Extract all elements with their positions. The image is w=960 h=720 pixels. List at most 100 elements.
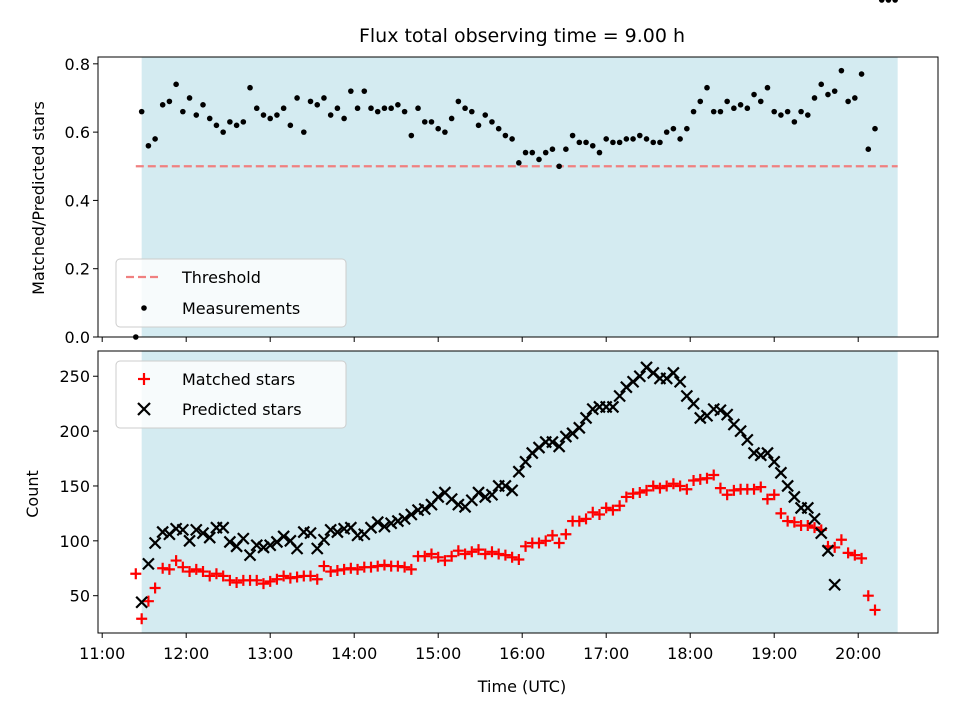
matched-star-point (142, 595, 154, 607)
y-tick-label: 200 (59, 422, 90, 441)
measurement-point (388, 105, 394, 112)
matched-star-point (681, 483, 693, 495)
predicted-star-point (801, 501, 815, 515)
legend-measurements-label: Measurements (182, 299, 300, 318)
matched-star-point (775, 507, 787, 519)
matched-star-point (513, 553, 525, 565)
measurement-point (892, 0, 898, 3)
matched-star-point (352, 563, 364, 575)
predicted-star-point (579, 411, 593, 425)
matched-star-point (439, 555, 451, 567)
measurement-point (138, 108, 145, 115)
predicted-star-point (754, 448, 768, 462)
matched-star-point (425, 548, 437, 560)
predicted-star-point (243, 548, 257, 562)
predicted-star-point (687, 397, 700, 410)
matched-star-point (432, 551, 444, 563)
predicted-star-point (331, 525, 344, 539)
measurement-point (516, 160, 522, 166)
predicted-star-point (633, 369, 647, 383)
matched-star-point (271, 573, 283, 585)
predicted-star-point (828, 578, 841, 591)
predicted-star-point (767, 455, 781, 469)
matched-star-point (479, 548, 491, 560)
matched-star-point (553, 537, 565, 549)
x-tick-label: 12:00 (163, 644, 209, 663)
measurement-point (784, 108, 791, 115)
y-tick-label: 250 (59, 367, 90, 386)
count-x-ticks: 11:00 12:00 13:00 14:00 15:00 16:00 17:00 18:00… (79, 633, 881, 663)
measurement-point (650, 139, 657, 146)
measurement-point (610, 139, 616, 146)
measurement-point (348, 88, 354, 94)
measurement-point (690, 108, 697, 115)
matched-star-point (257, 578, 269, 590)
predicted-star-point (613, 389, 626, 403)
measurement-point (798, 108, 804, 115)
predicted-star-point (673, 375, 687, 389)
predicted-star-point (781, 479, 794, 493)
legend-threshold-label: Threshold (181, 268, 261, 287)
matched-star-point (170, 555, 182, 567)
matched-star-point (634, 487, 646, 499)
matched-star-point (184, 566, 196, 578)
predicted-star-point (485, 488, 499, 502)
measurement-point (314, 102, 321, 108)
predicted-star-point (418, 502, 432, 516)
y-tick-label: 50 (70, 587, 90, 606)
measurement-point (697, 98, 704, 105)
measurement-point (791, 119, 798, 125)
x-tick-label: 17:00 (583, 644, 629, 663)
measurement-point (489, 119, 495, 125)
measurement-point (502, 132, 509, 139)
matched-star-point (600, 502, 612, 514)
predicted-star-point (546, 435, 559, 449)
y-tick-label: 0.0 (65, 328, 90, 347)
measurement-point (589, 142, 596, 149)
predicted-star-point (606, 400, 620, 414)
matched-star-point (620, 491, 632, 503)
y-tick-label: 0.2 (65, 260, 90, 279)
predicted-stars-points (136, 362, 841, 609)
x-tick-label: 16:00 (499, 644, 545, 663)
matched-star-point (654, 482, 666, 494)
measurement-point (415, 105, 421, 112)
predicted-star-point (250, 538, 264, 552)
predicted-star-point (586, 402, 600, 416)
x-tick-label: 15:00 (415, 644, 461, 663)
matched-star-point (533, 537, 545, 549)
matched-star-point (560, 528, 572, 540)
measurement-point (778, 112, 784, 118)
measurement-point (227, 119, 233, 125)
measurement-point (247, 84, 253, 91)
legend-measurements-swatch (141, 305, 147, 311)
measurement-point (213, 122, 220, 129)
measurement-point (428, 119, 435, 125)
measurement-point (549, 146, 556, 152)
matched-star-point (190, 563, 202, 575)
matched-star-point (809, 522, 821, 534)
matched-star-point (842, 547, 854, 559)
predicted-star-point (452, 498, 465, 511)
measurement-point (751, 91, 757, 98)
measurement-point (334, 105, 341, 112)
predicted-star-point (324, 523, 337, 537)
predicted-star-point (774, 466, 788, 480)
measurement-point (206, 115, 213, 122)
matched-star-point (580, 513, 592, 525)
predicted-star-point (156, 525, 169, 539)
matched-star-point (755, 481, 767, 493)
measurement-point (737, 102, 744, 108)
matched-star-point (614, 500, 626, 512)
matched-stars-points (130, 469, 881, 625)
measurement-point (616, 139, 623, 146)
x-tick-label: 18:00 (667, 644, 713, 663)
measurement-point (838, 67, 845, 74)
measurement-point (522, 149, 529, 156)
measurement-point (294, 95, 300, 101)
measurement-point (858, 71, 865, 77)
measurement-point (704, 84, 710, 91)
measurement-point (757, 98, 764, 105)
measurement-point (469, 108, 475, 115)
measurement-point (852, 95, 858, 101)
